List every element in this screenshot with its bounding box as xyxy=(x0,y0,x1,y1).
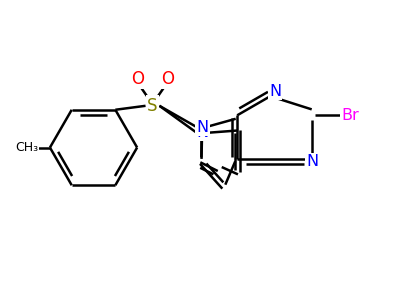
Text: N: N xyxy=(307,154,319,169)
Text: N: N xyxy=(269,84,281,99)
Text: N: N xyxy=(196,125,208,140)
Text: CH₃: CH₃ xyxy=(15,141,38,154)
Text: O: O xyxy=(161,70,174,88)
Text: N: N xyxy=(196,120,208,135)
Text: S: S xyxy=(147,97,158,115)
Text: Br: Br xyxy=(341,108,359,123)
Text: O: O xyxy=(131,70,144,88)
